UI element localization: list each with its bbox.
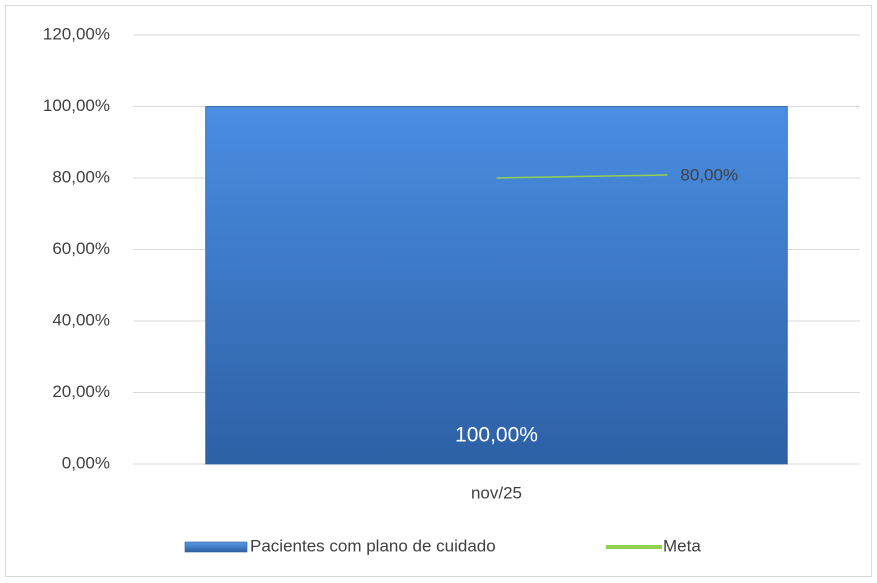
y-tick-label: 60,00%: [52, 239, 110, 258]
y-tick-label: 100,00%: [43, 96, 110, 115]
x-tick-label: nov/25: [471, 483, 522, 502]
legend-swatch: [184, 541, 248, 553]
y-tick-label: 0,00%: [62, 453, 110, 472]
data-label: 100,00%: [455, 424, 538, 447]
y-tick-label: 120,00%: [43, 24, 110, 43]
data-label: 80,00%: [680, 165, 738, 184]
y-tick-label: 80,00%: [52, 167, 110, 186]
y-tick-label: 40,00%: [52, 310, 110, 329]
line-mark: [496, 174, 668, 179]
legend-label: Pacientes com plano de cuidado: [250, 536, 496, 555]
y-tick-label: 20,00%: [52, 382, 110, 401]
bar: [205, 106, 788, 465]
legend-label: Meta: [663, 536, 701, 555]
